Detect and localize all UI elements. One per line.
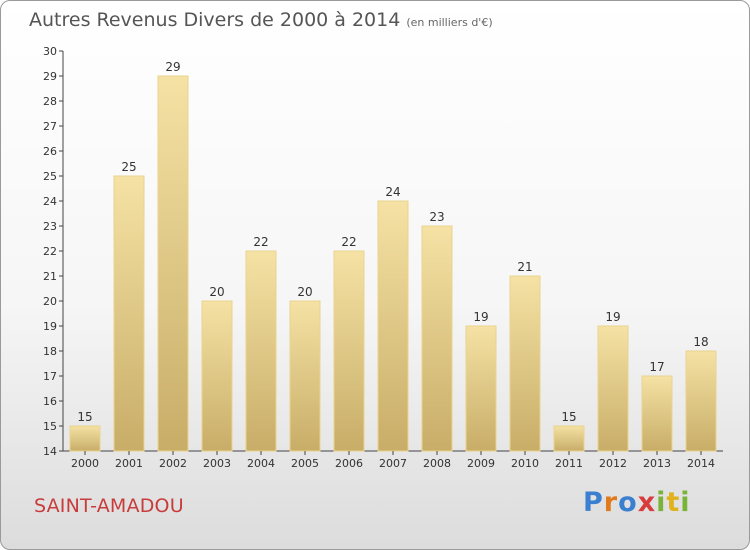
- x-tick-label: 2007: [379, 457, 407, 470]
- x-tick-label: 2002: [159, 457, 187, 470]
- x-tick-label: 2010: [511, 457, 539, 470]
- y-tick-label: 25: [43, 170, 57, 183]
- data-label: 18: [693, 335, 708, 349]
- data-label: 17: [649, 360, 664, 374]
- x-tick-label: 2014: [687, 457, 715, 470]
- data-label: 19: [605, 310, 620, 324]
- x-tick-label: 2013: [643, 457, 671, 470]
- chart-title-text: Autres Revenus Divers de 2000 à 2014: [29, 9, 401, 31]
- bar: [113, 175, 145, 452]
- data-label: 19: [473, 310, 488, 324]
- y-tick-label: 26: [43, 145, 57, 158]
- bar: [641, 375, 673, 452]
- bar: [333, 250, 365, 452]
- bar: [421, 225, 453, 452]
- x-tick-label: 2004: [247, 457, 275, 470]
- y-tick-label: 30: [43, 45, 57, 58]
- bar: [553, 425, 585, 452]
- x-tick-label: 2005: [291, 457, 319, 470]
- chart-unit: (en milliers d'€): [406, 16, 493, 29]
- y-tick-label: 27: [43, 120, 57, 133]
- y-tick-label: 18: [43, 345, 57, 358]
- y-tick-label: 20: [43, 295, 57, 308]
- data-label: 20: [297, 285, 312, 299]
- y-tick-label: 17: [43, 370, 57, 383]
- logo-letter: x: [637, 487, 657, 518]
- bar: [201, 300, 233, 452]
- logo-letter: t: [666, 487, 681, 518]
- logo-letter: i: [680, 487, 691, 518]
- bar: [157, 75, 189, 452]
- y-tick-label: 19: [43, 320, 57, 333]
- y-tick-label: 16: [43, 395, 57, 408]
- y-tick-label: 29: [43, 70, 57, 83]
- x-tick-label: 2011: [555, 457, 583, 470]
- data-label: 20: [209, 285, 224, 299]
- y-tick-label: 14: [43, 445, 57, 458]
- data-label: 15: [561, 410, 576, 424]
- y-tick-label: 15: [43, 420, 57, 433]
- y-tick-label: 23: [43, 220, 57, 233]
- y-tick-label: 24: [43, 195, 57, 208]
- bar: [377, 200, 409, 452]
- commune-name: SAINT-AMADOU: [34, 495, 184, 517]
- bar: [685, 350, 717, 452]
- data-label: 21: [517, 260, 532, 274]
- y-tick-label: 21: [43, 270, 57, 283]
- data-label: 23: [429, 210, 444, 224]
- bar: [509, 275, 541, 452]
- logo-letter: r: [603, 487, 619, 518]
- chart-title: Autres Revenus Divers de 2000 à 2014 (en …: [29, 9, 493, 31]
- y-tick-label: 22: [43, 245, 57, 258]
- data-label: 15: [77, 410, 92, 424]
- logo-letter: i: [656, 487, 667, 518]
- data-label: 22: [341, 235, 356, 249]
- logo-letter: P: [583, 487, 604, 518]
- data-label: 22: [253, 235, 268, 249]
- x-tick-label: 2001: [115, 457, 143, 470]
- x-tick-label: 2012: [599, 457, 627, 470]
- x-tick-label: 2008: [423, 457, 451, 470]
- data-label: 24: [385, 185, 400, 199]
- bar: [245, 250, 277, 452]
- bar: [465, 325, 497, 452]
- logo-letter: o: [618, 487, 638, 518]
- x-tick-label: 2006: [335, 457, 363, 470]
- y-tick-label: 28: [43, 95, 57, 108]
- bar: [69, 425, 101, 452]
- x-tick-label: 2003: [203, 457, 231, 470]
- bar: [597, 325, 629, 452]
- proxiti-logo: Proxiti: [583, 487, 691, 518]
- bar: [289, 300, 321, 452]
- data-label: 29: [165, 60, 180, 74]
- x-tick-label: 2000: [71, 457, 99, 470]
- x-tick-label: 2009: [467, 457, 495, 470]
- data-label: 25: [121, 160, 136, 174]
